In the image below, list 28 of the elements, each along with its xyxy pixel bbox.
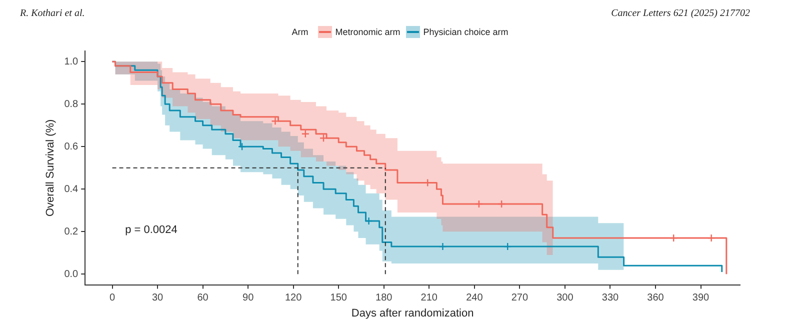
x-tick-label: 120 — [284, 292, 302, 304]
x-tick-label: 30 — [152, 292, 164, 304]
y-tick-label: 0.6 — [64, 141, 79, 152]
legend-label: Physician choice arm — [423, 27, 508, 37]
y-tick-label: 0.8 — [64, 98, 79, 110]
text: R. Kothari et al. — [20, 8, 85, 19]
text: Cancer Letters 621 (2025) 217702 — [611, 8, 750, 19]
x-tick-label: 60 — [197, 292, 209, 304]
legend-label: Metronomic arm — [335, 27, 400, 37]
x-tick-label: 330 — [602, 292, 620, 304]
x-tick-label: 150 — [330, 292, 348, 304]
x-tick-label: 360 — [647, 292, 664, 304]
x-tick-label: 180 — [376, 292, 393, 304]
x-tick-label: 300 — [556, 292, 574, 304]
x-tick-label: 0 — [109, 292, 116, 304]
y-axis-title: Overall Survival (%) — [44, 119, 57, 216]
x-tick-label: 90 — [242, 292, 254, 304]
x-axis-title: Days after randomization — [351, 307, 474, 320]
x-tick-label: 240 — [466, 292, 484, 304]
legend-title: Arm — [292, 27, 308, 37]
y-tick-label: 0.4 — [64, 184, 79, 195]
y-tick-label: 0.2 — [64, 226, 79, 238]
x-tick-label: 210 — [420, 292, 438, 304]
y-tick-label: 1.0 — [64, 56, 79, 68]
y-tick-label: 0.0 — [64, 268, 79, 280]
annotation: p = 0.0024 — [125, 224, 178, 236]
x-tick-label: 390 — [692, 292, 710, 304]
x-tick-label: 270 — [511, 292, 528, 304]
